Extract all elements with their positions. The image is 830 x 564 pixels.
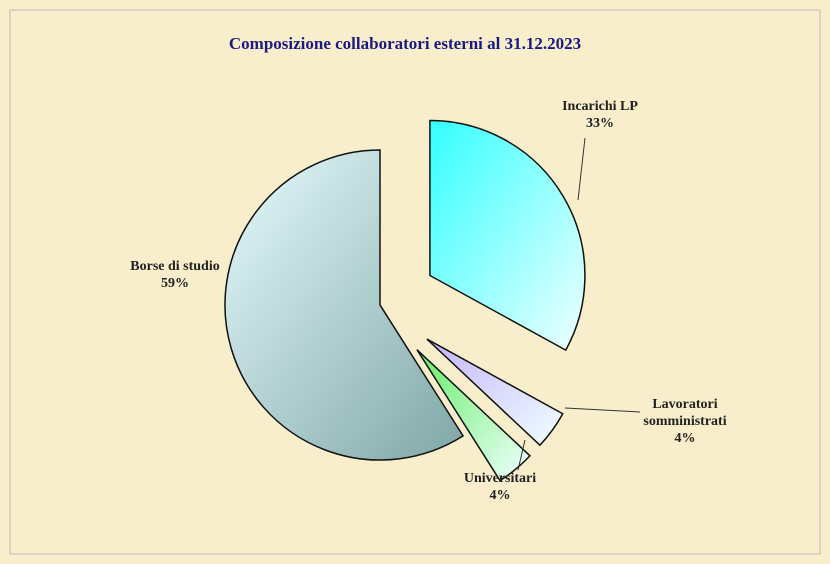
value-label: 4% [674, 431, 696, 446]
pie-slice [224, 149, 465, 461]
frame [9, 9, 821, 555]
pie-slice [416, 349, 532, 482]
slice-label: Incarichi LP 33% [545, 98, 655, 132]
value-label: 33% [586, 116, 614, 131]
slice-label: Universitari 4% [445, 470, 555, 504]
pie-slice [426, 338, 564, 447]
leader-line [564, 407, 641, 413]
leader-line [517, 439, 526, 471]
category-label: Incarichi LP [562, 99, 638, 114]
value-label: 4% [489, 488, 511, 503]
category-label: Universitari [463, 471, 537, 486]
category-label: Borse di studio [130, 259, 220, 274]
slice-label: Borse di studio 59% [100, 258, 250, 292]
chart-title: Composizione collaboratori esterni al 31… [228, 34, 582, 53]
leader-line [577, 137, 586, 201]
pie-slice [429, 119, 586, 352]
category-label: Lavoratori somministrati [643, 397, 727, 429]
slice-label: Lavoratori somministrati 4% [610, 396, 760, 447]
value-label: 59% [161, 276, 189, 291]
